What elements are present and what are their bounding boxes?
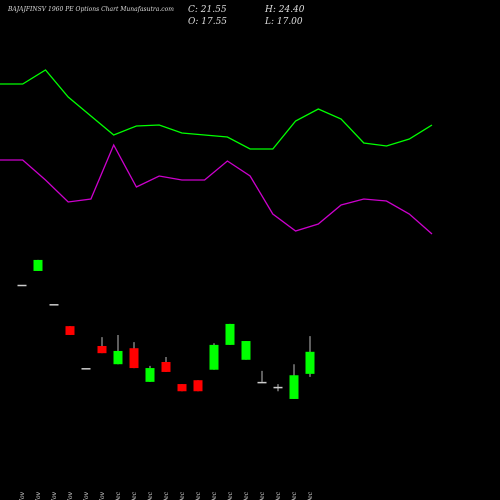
candle-body (193, 380, 203, 392)
indicator-line (0, 69, 433, 150)
x-tick-label: 16 Dec (195, 491, 202, 500)
candle-body (289, 375, 299, 399)
candle-body (49, 304, 59, 306)
candle-body (177, 384, 187, 392)
x-tick-label: 27 Nov (83, 491, 90, 500)
candle-body (161, 362, 171, 372)
candle-body (33, 259, 43, 271)
candle-body (113, 350, 123, 365)
candle-body (145, 368, 155, 382)
chart-title: BAJAJFINSV 1960 PE Options Chart Munafas… (7, 6, 174, 13)
candle-body (305, 351, 315, 374)
candle-body (273, 386, 283, 389)
candle-body (17, 284, 27, 287)
x-tick-label: 19 Dec (243, 491, 250, 500)
x-tick-label: 26 Nov (67, 491, 74, 500)
x-tick-label: 12 Dec (163, 491, 170, 500)
indicator-line (0, 143, 433, 235)
x-tick-label: 15 Dec (179, 491, 186, 500)
candle-body (209, 344, 219, 370)
x-tick-label: 28 Nov (99, 491, 106, 500)
x-tick-label: 26 Dec (307, 491, 314, 500)
x-tick-label: 17 Dec (211, 491, 218, 500)
x-tick-label: 09 Dec (115, 491, 122, 500)
candle-body (81, 368, 91, 370)
x-tick-label: 25 Nov (51, 491, 58, 500)
x-tick-label: 23 Dec (275, 491, 282, 500)
x-tick-label: 21 Nov (19, 491, 26, 500)
x-tick-label: 22 Dec (259, 491, 266, 500)
candle-body (65, 326, 75, 335)
candle-body (97, 346, 107, 354)
x-tick-label: 11 Dec (147, 491, 154, 500)
candle-body (257, 381, 267, 384)
high-label: H: 24.40 (264, 5, 305, 15)
candle-body (129, 348, 139, 369)
x-tick-label: 24 Dec (291, 491, 298, 500)
x-tick-label: 24 Nov (35, 491, 42, 500)
x-tick-label: 18 Dec (227, 491, 234, 500)
candle-body (241, 341, 251, 360)
open-label: O: 17.55 (188, 17, 227, 27)
close-label: C: 21.55 (188, 5, 227, 15)
low-label: L: 17.00 (264, 17, 303, 27)
candle-body (225, 323, 235, 345)
x-tick-label: 10 Dec (131, 491, 138, 500)
